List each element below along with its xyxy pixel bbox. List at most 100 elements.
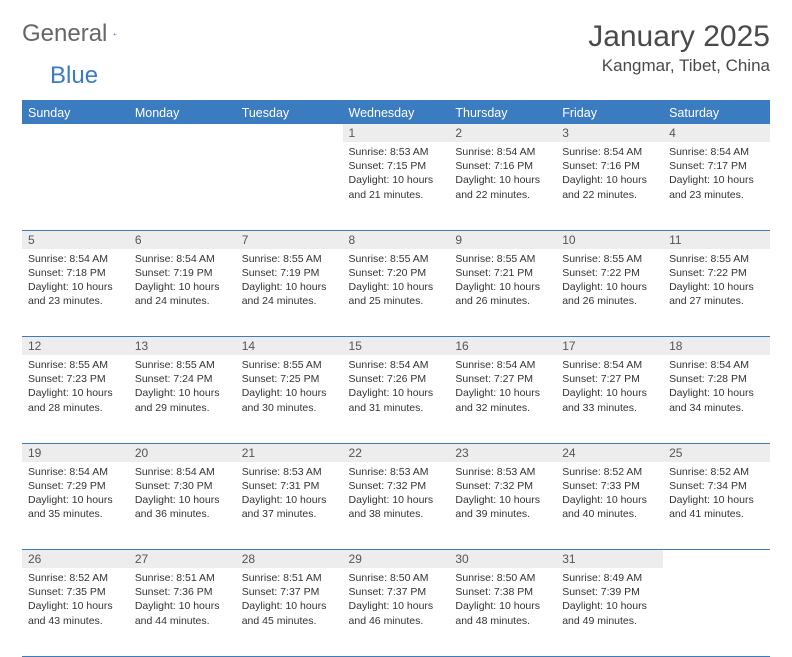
day-cell: Sunrise: 8:53 AMSunset: 7:32 PMDaylight:…	[343, 462, 450, 550]
daylight-line: Daylight: 10 hours and 34 minutes.	[669, 386, 764, 414]
daynum: 13	[129, 337, 236, 356]
sunset-line: Sunset: 7:16 PM	[562, 159, 657, 173]
daynum: 9	[449, 230, 556, 249]
daylight-line: Daylight: 10 hours and 43 minutes.	[28, 599, 123, 627]
daynum-row: 12131415161718	[22, 337, 770, 356]
day-cell: Sunrise: 8:50 AMSunset: 7:38 PMDaylight:…	[449, 568, 556, 656]
sunrise-line: Sunrise: 8:51 AM	[242, 571, 337, 585]
day-cell: Sunrise: 8:55 AMSunset: 7:24 PMDaylight:…	[129, 355, 236, 443]
week-row: Sunrise: 8:53 AMSunset: 7:15 PMDaylight:…	[22, 142, 770, 230]
sunset-line: Sunset: 7:22 PM	[669, 266, 764, 280]
sunset-line: Sunset: 7:32 PM	[455, 479, 550, 493]
daynum: 11	[663, 230, 770, 249]
daynum: 21	[236, 443, 343, 462]
day-cell: Sunrise: 8:54 AMSunset: 7:28 PMDaylight:…	[663, 355, 770, 443]
sunset-line: Sunset: 7:37 PM	[349, 585, 444, 599]
daylight-line: Daylight: 10 hours and 32 minutes.	[455, 386, 550, 414]
sunrise-line: Sunrise: 8:49 AM	[562, 571, 657, 585]
day-details: Sunrise: 8:54 AMSunset: 7:30 PMDaylight:…	[129, 462, 236, 528]
day-cell: Sunrise: 8:52 AMSunset: 7:34 PMDaylight:…	[663, 462, 770, 550]
day-cell: Sunrise: 8:52 AMSunset: 7:35 PMDaylight:…	[22, 568, 129, 656]
sunrise-line: Sunrise: 8:54 AM	[562, 358, 657, 372]
sunrise-line: Sunrise: 8:54 AM	[669, 145, 764, 159]
day-details: Sunrise: 8:54 AMSunset: 7:19 PMDaylight:…	[129, 249, 236, 315]
day-cell: Sunrise: 8:54 AMSunset: 7:16 PMDaylight:…	[449, 142, 556, 230]
daynum: 1	[343, 124, 450, 142]
day-details: Sunrise: 8:54 AMSunset: 7:17 PMDaylight:…	[663, 142, 770, 208]
day-details: Sunrise: 8:54 AMSunset: 7:16 PMDaylight:…	[556, 142, 663, 208]
sunrise-line: Sunrise: 8:55 AM	[135, 358, 230, 372]
day-details: Sunrise: 8:54 AMSunset: 7:16 PMDaylight:…	[449, 142, 556, 208]
sunrise-line: Sunrise: 8:53 AM	[242, 465, 337, 479]
weekday-header: Sunday	[22, 101, 129, 124]
sunrise-line: Sunrise: 8:53 AM	[349, 465, 444, 479]
day-cell: Sunrise: 8:55 AMSunset: 7:19 PMDaylight:…	[236, 249, 343, 337]
day-cell: Sunrise: 8:55 AMSunset: 7:21 PMDaylight:…	[449, 249, 556, 337]
day-cell: Sunrise: 8:54 AMSunset: 7:27 PMDaylight:…	[449, 355, 556, 443]
daylight-line: Daylight: 10 hours and 24 minutes.	[242, 280, 337, 308]
daylight-line: Daylight: 10 hours and 46 minutes.	[349, 599, 444, 627]
sunrise-line: Sunrise: 8:55 AM	[28, 358, 123, 372]
sunset-line: Sunset: 7:21 PM	[455, 266, 550, 280]
daylight-line: Daylight: 10 hours and 31 minutes.	[349, 386, 444, 414]
sunrise-line: Sunrise: 8:54 AM	[135, 465, 230, 479]
sunset-line: Sunset: 7:16 PM	[455, 159, 550, 173]
daylight-line: Daylight: 10 hours and 26 minutes.	[562, 280, 657, 308]
brand-blue: Blue	[50, 62, 98, 89]
day-cell: Sunrise: 8:51 AMSunset: 7:36 PMDaylight:…	[129, 568, 236, 656]
sunset-line: Sunset: 7:30 PM	[135, 479, 230, 493]
sunset-line: Sunset: 7:31 PM	[242, 479, 337, 493]
day-cell: Sunrise: 8:54 AMSunset: 7:27 PMDaylight:…	[556, 355, 663, 443]
day-cell: Sunrise: 8:55 AMSunset: 7:23 PMDaylight:…	[22, 355, 129, 443]
sunrise-line: Sunrise: 8:54 AM	[669, 358, 764, 372]
sunrise-line: Sunrise: 8:55 AM	[669, 252, 764, 266]
daylight-line: Daylight: 10 hours and 41 minutes.	[669, 493, 764, 521]
day-cell	[236, 142, 343, 230]
weekday-header: Monday	[129, 101, 236, 124]
daynum: 10	[556, 230, 663, 249]
daylight-line: Daylight: 10 hours and 44 minutes.	[135, 599, 230, 627]
weekday-header: Tuesday	[236, 101, 343, 124]
sunset-line: Sunset: 7:24 PM	[135, 372, 230, 386]
sunset-line: Sunset: 7:22 PM	[562, 266, 657, 280]
sunset-line: Sunset: 7:39 PM	[562, 585, 657, 599]
daynum: 29	[343, 550, 450, 569]
day-cell: Sunrise: 8:54 AMSunset: 7:26 PMDaylight:…	[343, 355, 450, 443]
day-cell	[663, 568, 770, 656]
daynum: 7	[236, 230, 343, 249]
daynum-empty	[236, 124, 343, 142]
sunrise-line: Sunrise: 8:50 AM	[349, 571, 444, 585]
daynum: 22	[343, 443, 450, 462]
sunset-line: Sunset: 7:19 PM	[135, 266, 230, 280]
daylight-line: Daylight: 10 hours and 30 minutes.	[242, 386, 337, 414]
daynum: 8	[343, 230, 450, 249]
daynum: 2	[449, 124, 556, 142]
daynum-empty	[22, 124, 129, 142]
daynum: 6	[129, 230, 236, 249]
day-cell: Sunrise: 8:53 AMSunset: 7:31 PMDaylight:…	[236, 462, 343, 550]
day-cell: Sunrise: 8:55 AMSunset: 7:20 PMDaylight:…	[343, 249, 450, 337]
day-cell: Sunrise: 8:55 AMSunset: 7:22 PMDaylight:…	[663, 249, 770, 337]
daylight-line: Daylight: 10 hours and 38 minutes.	[349, 493, 444, 521]
daylight-line: Daylight: 10 hours and 23 minutes.	[669, 173, 764, 201]
sunrise-line: Sunrise: 8:54 AM	[562, 145, 657, 159]
sunrise-line: Sunrise: 8:53 AM	[349, 145, 444, 159]
sunrise-line: Sunrise: 8:52 AM	[28, 571, 123, 585]
sunrise-line: Sunrise: 8:55 AM	[562, 252, 657, 266]
daylight-line: Daylight: 10 hours and 25 minutes.	[349, 280, 444, 308]
daylight-line: Daylight: 10 hours and 21 minutes.	[349, 173, 444, 201]
day-details: Sunrise: 8:54 AMSunset: 7:27 PMDaylight:…	[449, 355, 556, 421]
brand-general: General	[22, 20, 107, 48]
daynum: 24	[556, 443, 663, 462]
sunset-line: Sunset: 7:20 PM	[349, 266, 444, 280]
daynum-empty	[663, 550, 770, 569]
month-title: January 2025	[588, 20, 770, 54]
daynum-row: 262728293031	[22, 550, 770, 569]
day-details: Sunrise: 8:53 AMSunset: 7:31 PMDaylight:…	[236, 462, 343, 528]
day-details: Sunrise: 8:52 AMSunset: 7:34 PMDaylight:…	[663, 462, 770, 528]
daynum: 15	[343, 337, 450, 356]
brand-logo: General	[22, 20, 137, 48]
day-cell: Sunrise: 8:53 AMSunset: 7:15 PMDaylight:…	[343, 142, 450, 230]
sunset-line: Sunset: 7:23 PM	[28, 372, 123, 386]
day-details: Sunrise: 8:55 AMSunset: 7:19 PMDaylight:…	[236, 249, 343, 315]
